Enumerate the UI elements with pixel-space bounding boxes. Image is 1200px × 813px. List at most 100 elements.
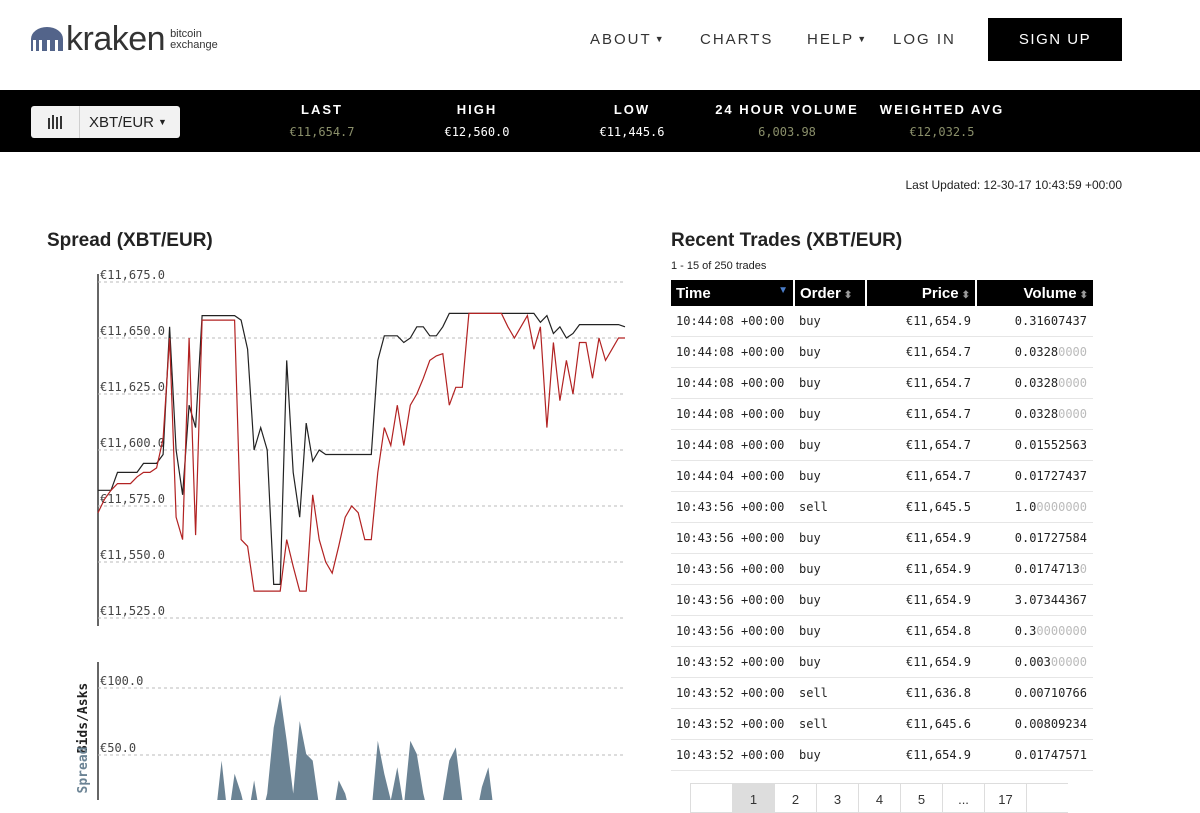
site-header: kraken bitcoin exchange ABOUT ▼ CHARTS HEL… — [0, 0, 1200, 90]
trade-order: buy — [794, 739, 866, 771]
trade-price: €11,654.9 — [866, 739, 976, 771]
page-button[interactable]: 1 — [732, 783, 774, 813]
column-volume[interactable]: Volume ⬍ — [976, 280, 1093, 306]
trade-price: €11,654.9 — [866, 646, 976, 678]
page-button[interactable]: ... — [942, 783, 984, 813]
kraken-logo[interactable]: kraken bitcoin exchange — [30, 22, 218, 56]
y-tick-label: €11,575.0 — [100, 492, 165, 506]
table-row: 10:43:56 +00:00 buy €11,654.9 3.07344367 — [671, 584, 1093, 616]
trade-price: €11,654.7 — [866, 398, 976, 430]
y-tick-label: €11,675.0 — [100, 268, 165, 282]
table-row: 10:44:08 +00:00 buy €11,654.9 0.31607437 — [671, 306, 1093, 337]
trade-time: 10:43:56 +00:00 — [671, 584, 794, 616]
column-price[interactable]: Price ⬍ — [866, 280, 977, 306]
pair-selector[interactable]: XBT/EUR ▼ — [31, 106, 180, 138]
stat-volume: 24 HOUR VOLUME 6,003.98 — [712, 102, 862, 139]
divider — [79, 106, 80, 138]
trade-price: €11,654.7 — [866, 429, 976, 461]
spread-axis-label: Spread — [76, 747, 91, 794]
trade-volume: 0.01552563 — [976, 429, 1093, 461]
logo-wordmark: kraken — [66, 20, 166, 58]
trade-order: buy — [794, 584, 866, 616]
nav-about[interactable]: ABOUT ▼ — [590, 31, 666, 48]
kraken-logo-icon — [31, 27, 63, 51]
column-order[interactable]: Order ⬍ — [794, 280, 867, 306]
trade-order: buy — [794, 367, 866, 399]
trade-price: €11,654.7 — [866, 460, 976, 492]
pagination: 1 2 3 4 5... 17 — [690, 783, 1068, 813]
nav-login[interactable]: LOG IN — [893, 31, 956, 48]
y-tick-label: €11,550.0 — [100, 548, 165, 562]
page-button[interactable]: 2 — [774, 783, 816, 813]
trade-order: buy — [794, 306, 866, 337]
trade-volume: 0.01727584 — [976, 522, 1093, 554]
trade-order: sell — [794, 708, 866, 740]
trade-order: sell — [794, 677, 866, 709]
ask-line — [98, 312, 626, 585]
trade-time: 10:43:56 +00:00 — [671, 522, 794, 554]
bids-asks-axis-label: Bids/Asks — [76, 683, 91, 753]
trade-time: 10:44:08 +00:00 — [671, 398, 794, 430]
sort-icon: ⬍ — [843, 289, 853, 301]
stat-weighted-avg: WEIGHTED AVG €12,032.5 — [877, 102, 1007, 139]
trade-volume: 0.00710766 — [976, 677, 1093, 709]
nav-help[interactable]: HELP ▼ — [807, 31, 869, 48]
trade-time: 10:44:08 +00:00 — [671, 306, 794, 337]
trade-volume: 0.03280000 — [976, 398, 1093, 430]
trade-time: 10:43:52 +00:00 — [671, 677, 794, 709]
trade-time: 10:43:52 +00:00 — [671, 646, 794, 678]
trade-price: €11,645.5 — [866, 491, 976, 523]
page-button[interactable] — [690, 783, 732, 813]
table-row: 10:44:08 +00:00 buy €11,654.7 0.03280000 — [671, 398, 1093, 430]
trade-order: buy — [794, 398, 866, 430]
table-row: 10:43:56 +00:00 buy €11,654.9 0.01747130 — [671, 553, 1093, 585]
trade-time: 10:43:56 +00:00 — [671, 491, 794, 523]
column-time[interactable]: Time ▼ — [671, 280, 795, 306]
trade-volume: 0.31607437 — [976, 306, 1093, 337]
ticker-bar: XBT/EUR ▼ LAST €11,654.7 HIGH €12,560.0 … — [0, 90, 1200, 152]
nav-charts[interactable]: CHARTS — [700, 31, 774, 48]
page-button[interactable]: 4 — [858, 783, 900, 813]
table-row: 10:43:52 +00:00 buy €11,654.9 0.01747571 — [671, 739, 1093, 771]
y-tick-label: €11,600.0 — [100, 436, 165, 450]
table-row: 10:43:52 +00:00 buy €11,654.9 0.00300000 — [671, 646, 1093, 678]
spread-chart: €11,675.0 €11,650.0 €11,625.0 €11,600.0 €11,… — [76, 268, 626, 800]
page-button[interactable] — [1026, 783, 1068, 813]
trade-price: €11,645.6 — [866, 708, 976, 740]
y-tick-label: €11,525.0 — [100, 604, 165, 618]
spread-y-tick-label: €100.0 — [100, 674, 143, 688]
page-button[interactable]: 17 — [984, 783, 1026, 813]
trade-time: 10:44:08 +00:00 — [671, 429, 794, 461]
trade-order: buy — [794, 429, 866, 461]
trade-time: 10:43:52 +00:00 — [671, 739, 794, 771]
table-row: 10:44:08 +00:00 buy €11,654.7 0.01552563 — [671, 429, 1093, 461]
trade-price: €11,654.9 — [866, 584, 976, 616]
page-button[interactable]: 5 — [900, 783, 942, 813]
stat-value: 6,003.98 — [758, 125, 816, 139]
caret-down-icon: ▼ — [857, 34, 869, 44]
trade-price: €11,654.7 — [866, 336, 976, 368]
stat-value: €12,560.0 — [444, 125, 510, 139]
trade-time: 10:43:52 +00:00 — [671, 708, 794, 740]
table-row: 10:43:56 +00:00 buy €11,654.9 0.01727584 — [671, 522, 1093, 554]
trade-volume: 0.00300000 — [976, 646, 1093, 678]
signup-button[interactable]: SIGN UP — [988, 18, 1122, 61]
trade-price: €11,654.9 — [866, 306, 976, 337]
trade-time: 10:44:04 +00:00 — [671, 460, 794, 492]
trade-volume: 0.30000000 — [976, 615, 1093, 647]
stat-high: HIGH €12,560.0 — [437, 102, 517, 139]
table-row: 10:43:56 +00:00 sell €11,645.5 1.00000000 — [671, 491, 1093, 523]
trade-volume: 0.01747571 — [976, 739, 1093, 771]
trades-count: 1 - 15 of 250 trades — [671, 260, 767, 272]
page-button[interactable]: 3 — [816, 783, 858, 813]
trades-table: Time ▼ Order ⬍ Price ⬍ Volume ⬍ 10:44:08 +00… — [671, 280, 1093, 771]
trade-order: buy — [794, 336, 866, 368]
trade-price: €11,654.8 — [866, 615, 976, 647]
sort-desc-icon: ▼ — [778, 284, 788, 296]
trades-title: Recent Trades (XBT/EUR) — [671, 230, 903, 251]
spread-title: Spread (XBT/EUR) — [47, 230, 213, 251]
trade-time: 10:44:08 +00:00 — [671, 367, 794, 399]
chart-bars-icon — [48, 115, 62, 129]
trade-volume: 0.03280000 — [976, 336, 1093, 368]
trade-volume: 0.03280000 — [976, 367, 1093, 399]
